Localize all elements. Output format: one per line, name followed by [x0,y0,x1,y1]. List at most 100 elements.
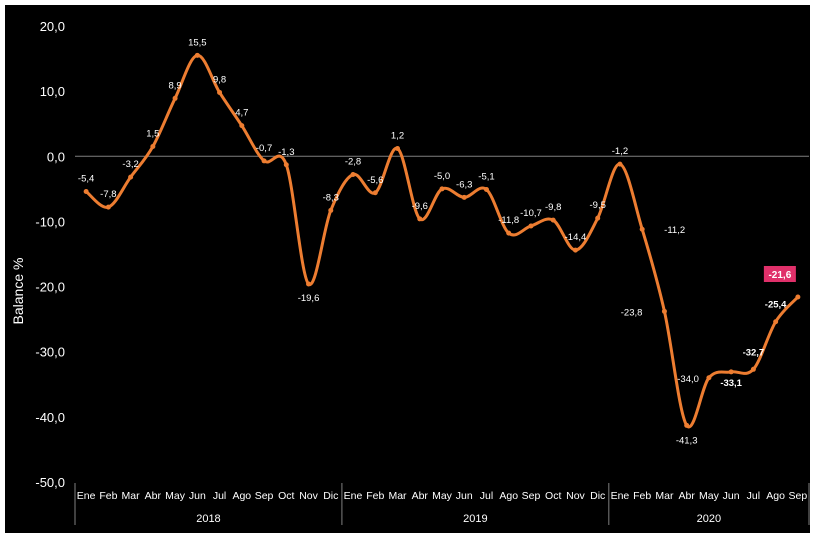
data-point [461,194,467,200]
data-label: -3,2 [122,159,138,170]
data-point [773,319,779,325]
x-tick-label: Jul [747,490,760,502]
x-tick-label: Ene [77,490,96,502]
chart: 20,0 10,0 0,0 -10,0 -20,0 -30,0 -40,0 -50,0 Bal… [5,5,810,533]
data-point [83,188,89,194]
data-point [728,369,734,375]
data-point [795,294,801,300]
data-point [261,158,267,164]
x-tick-label: Dic [323,490,338,502]
data-label: -11,8 [498,215,519,226]
data-point [483,187,489,193]
x-tick-label: Oct [545,490,561,502]
data-points [83,52,801,428]
data-labels: -5,4 -7,8 -3,2 1,5 8,9 15,5 9,8 4,7 -0,7 -1,3 -19,… [78,37,796,446]
data-label: -33,1 [720,378,742,389]
x-tick-label: Sep [255,490,274,502]
data-point [617,161,623,167]
x-tick-label: Ene [611,490,630,502]
data-point [550,217,556,223]
data-point [306,281,312,287]
data-label: -19,6 [298,293,320,304]
data-point [217,89,223,95]
x-tick-label: Ago [232,490,251,502]
data-point [239,123,245,129]
year-label: 2018 [196,513,220,525]
data-label: -14,4 [565,232,587,243]
data-label: 15,5 [188,37,207,48]
x-tick-label: Feb [99,490,117,502]
x-tick-label: Abr [145,490,162,502]
x-tick-label: Jul [213,490,226,502]
data-label: -1,3 [278,147,294,158]
x-tick-label: Ago [499,490,518,502]
y-tick-label: -30,0 [35,345,65,360]
data-point [528,223,534,229]
data-point [684,422,690,428]
y-axis: 20,0 10,0 0,0 -10,0 -20,0 -30,0 -40,0 -50,0 [35,19,65,490]
data-point [439,186,445,192]
data-point [328,207,334,213]
data-point [639,226,645,232]
data-point [194,52,200,58]
x-tick-label: May [699,490,720,502]
data-point [572,247,578,253]
x-tick-label: Ene [344,490,363,502]
data-point [506,230,512,236]
x-tick-label: Dic [590,490,605,502]
x-tick-label: Nov [566,490,585,502]
x-tick-label: Oct [278,490,294,502]
x-tick-label: Nov [299,490,318,502]
y-tick-label: -20,0 [35,280,65,295]
y-tick-label: 20,0 [40,19,65,34]
data-label: -8,3 [323,192,339,203]
data-label: -5,0 [434,171,450,182]
chart-background [5,5,810,533]
data-point [372,190,378,196]
data-label: -21,6 [768,270,791,281]
x-tick-label: Abr [412,490,429,502]
data-label: -0,7 [256,143,272,154]
data-label: 4,7 [235,108,248,119]
data-label: -9,6 [412,201,428,212]
data-point [395,145,401,151]
data-label: 8,9 [168,80,181,91]
data-point [283,162,289,168]
data-point [105,204,111,210]
x-tick-label: May [432,490,453,502]
x-tick-label: Jun [723,490,740,502]
x-tick-label: Ago [766,490,785,502]
x-tick-label: Sep [789,490,808,502]
x-tick-label: Mar [655,490,674,502]
data-label: -5,1 [478,172,494,183]
data-label: -41,3 [676,435,698,446]
y-tick-label: -40,0 [35,410,65,425]
data-point [706,375,712,381]
data-label: -32,7 [743,347,765,358]
data-point [350,172,356,178]
data-label: -34,0 [677,374,699,385]
x-tick-label: Jun [456,490,473,502]
y-tick-label: 10,0 [40,84,65,99]
data-label: 1,5 [146,129,159,140]
x-tick-label: Mar [122,490,141,502]
y-tick-label: -10,0 [35,214,65,229]
highlight-label-box [763,265,796,282]
data-label: -23,8 [621,307,643,318]
data-label: 9,8 [213,74,226,85]
data-label: -6,3 [456,179,472,190]
data-point [150,144,156,150]
year-label: 2020 [697,513,721,525]
data-point [595,215,601,221]
year-label: 2019 [463,513,487,525]
x-tick-label: Sep [522,490,541,502]
x-tick-label: Abr [678,490,695,502]
x-tick-label: Jul [480,490,493,502]
data-label: -11,2 [664,225,685,236]
x-tick-label: Mar [388,490,407,502]
line-chart: 20,0 10,0 0,0 -10,0 -20,0 -30,0 -40,0 -50,0 Bal… [5,5,810,533]
x-axis: Ene Feb Mar Abr May Jun Jul Ago Sep Oct Nov Dic Ene F… [74,483,810,525]
data-label: -9,5 [590,200,606,211]
data-point [750,366,756,372]
y-tick-label: 0,0 [47,149,65,164]
